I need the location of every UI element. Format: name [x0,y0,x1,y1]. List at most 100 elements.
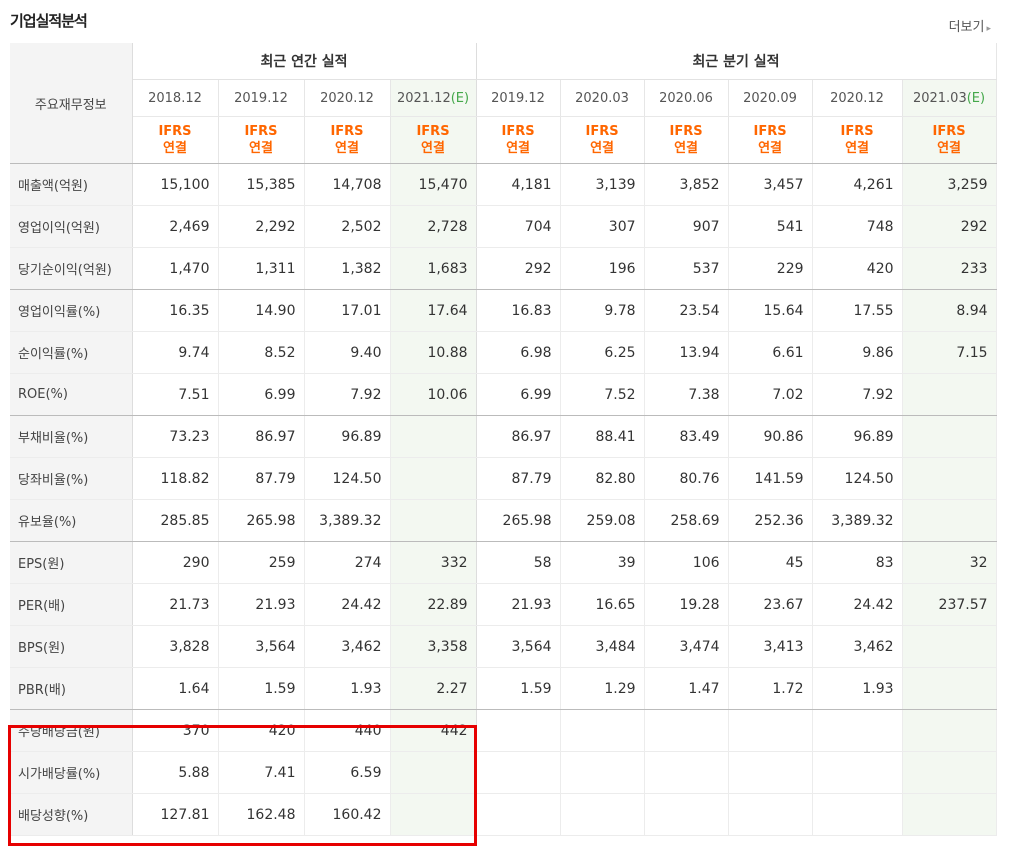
value-cell [902,457,997,500]
value-cell: 1.47 [644,667,729,710]
value-cell: 907 [644,205,729,248]
table-row: PER(배) 21.73 21.93 24.42 22.89 21.93 16.65 19.2… [10,583,997,626]
ifrs-label: IFRS [585,124,619,139]
period-text: 2019.12 [234,90,288,106]
value-cell: 15.64 [728,289,813,332]
value-cell [812,793,903,836]
ifrs-label: IFRS [416,124,450,139]
value-cell: 258.69 [644,499,729,542]
more-link[interactable]: 더보기 ▸ [949,16,991,35]
value-cell: 3,852 [644,163,729,206]
value-cell: 233 [902,247,997,290]
value-cell [902,709,997,752]
value-cell: 440 [304,709,391,752]
row-label: BPS(원) [10,625,133,668]
value-cell: 7.02 [728,373,813,416]
value-cell: 2,728 [390,205,477,248]
consolidated-label: 연결 [249,141,273,156]
value-cell: 82.80 [560,457,645,500]
value-cell [476,709,561,752]
table-row: 순이익률(%) 9.74 8.52 9.40 10.88 6.98 6.25 13.94 6.6… [10,331,997,374]
value-cell: 2,469 [132,205,219,248]
value-cell: 420 [218,709,305,752]
value-cell: 252.36 [728,499,813,542]
estimate-mark: (E) [450,90,470,106]
value-cell: 704 [476,205,561,248]
value-cell: 83 [812,541,903,584]
accounting-standard: IFRS 연결 [728,116,813,164]
value-cell: 3,389.32 [304,499,391,542]
value-cell: 292 [476,247,561,290]
table-row: BPS(원) 3,828 3,564 3,462 3,358 3,564 3,484 3,47… [10,625,997,668]
value-cell: 7.52 [560,373,645,416]
value-cell: 23.54 [644,289,729,332]
value-cell: 96.89 [304,415,391,458]
accounting-standard: IFRS 연결 [218,116,305,164]
value-cell [728,793,813,836]
value-cell: 237.57 [902,583,997,626]
value-cell: 17.55 [812,289,903,332]
table-row: 당좌비율(%) 118.82 87.79 124.50 87.79 82.80 80.76 1… [10,457,997,500]
row-label: 당좌비율(%) [10,457,133,500]
value-cell [390,793,477,836]
value-cell: 537 [644,247,729,290]
table-row: 매출액(억원) 15,100 15,385 14,708 15,470 4,181 3,13… [10,163,997,206]
value-cell [728,709,813,752]
value-cell: 1.29 [560,667,645,710]
accounting-standard: IFRS 연결 [560,116,645,164]
consolidated-label: 연결 [163,141,187,156]
consolidated-label: 연결 [937,141,961,156]
period-header: 2020.06 [644,79,729,117]
value-cell: 21.73 [132,583,219,626]
ifrs-label: IFRS [501,124,535,139]
row-label: 당기순이익(억원) [10,247,133,290]
period-header: 2021.03(E) [902,79,997,117]
consolidated-label: 연결 [421,141,445,156]
value-cell: 292 [902,205,997,248]
value-cell: 3,564 [476,625,561,668]
value-cell: 58 [476,541,561,584]
value-cell: 96.89 [812,415,903,458]
row-label: PER(배) [10,583,133,626]
row-label: PBR(배) [10,667,133,710]
table-row: 영업이익(억원) 2,469 2,292 2,502 2,728 704 307 907 541… [10,205,997,248]
row-label: 영업이익(억원) [10,205,133,248]
value-cell [902,415,997,458]
consolidated-label: 연결 [590,141,614,156]
table-row: 유보율(%) 285.85 265.98 3,389.32 265.98 259.08 25… [10,499,997,542]
value-cell: 88.41 [560,415,645,458]
period-header: 2020.12 [812,79,903,117]
value-cell: 265.98 [476,499,561,542]
value-cell [644,793,729,836]
table-row: 영업이익률(%) 16.35 14.90 17.01 17.64 16.83 9.78 23.… [10,289,997,332]
value-cell: 3,484 [560,625,645,668]
value-cell: 1.64 [132,667,219,710]
value-cell: 2,502 [304,205,391,248]
annual-group-header: 최근 연간 실적 [132,43,477,80]
value-cell: 4,261 [812,163,903,206]
value-cell: 265.98 [218,499,305,542]
value-cell: 10.06 [390,373,477,416]
value-cell: 87.79 [218,457,305,500]
accounting-standard: IFRS 연결 [476,116,561,164]
value-cell: 7.15 [902,331,997,374]
value-cell: 160.42 [304,793,391,836]
value-cell [390,751,477,794]
value-cell: 80.76 [644,457,729,500]
period-header: 2018.12 [132,79,219,117]
value-cell [476,793,561,836]
quarter-group-header: 최근 분기 실적 [476,43,997,80]
value-cell: 86.97 [476,415,561,458]
consolidated-label: 연결 [845,141,869,156]
value-cell: 118.82 [132,457,219,500]
value-cell: 3,358 [390,625,477,668]
value-cell [902,667,997,710]
value-cell: 23.67 [728,583,813,626]
period-text: 2020.12 [830,90,884,106]
value-cell: 1,470 [132,247,219,290]
value-cell: 124.50 [812,457,903,500]
value-cell: 106 [644,541,729,584]
period-header: 2019.12 [218,79,305,117]
value-cell: 541 [728,205,813,248]
value-cell: 7.92 [304,373,391,416]
